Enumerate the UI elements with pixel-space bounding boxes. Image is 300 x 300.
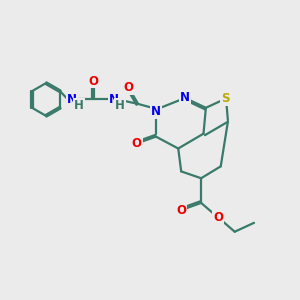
Text: H: H	[74, 99, 84, 112]
Text: H: H	[115, 99, 125, 112]
Text: N: N	[67, 93, 77, 106]
Text: O: O	[176, 203, 186, 217]
Text: O: O	[88, 74, 98, 88]
Text: O: O	[124, 81, 134, 94]
Text: O: O	[213, 211, 224, 224]
Text: N: N	[109, 93, 119, 106]
Text: N: N	[180, 92, 190, 104]
Text: O: O	[132, 137, 142, 150]
Text: S: S	[220, 92, 229, 105]
Text: N: N	[151, 105, 161, 118]
